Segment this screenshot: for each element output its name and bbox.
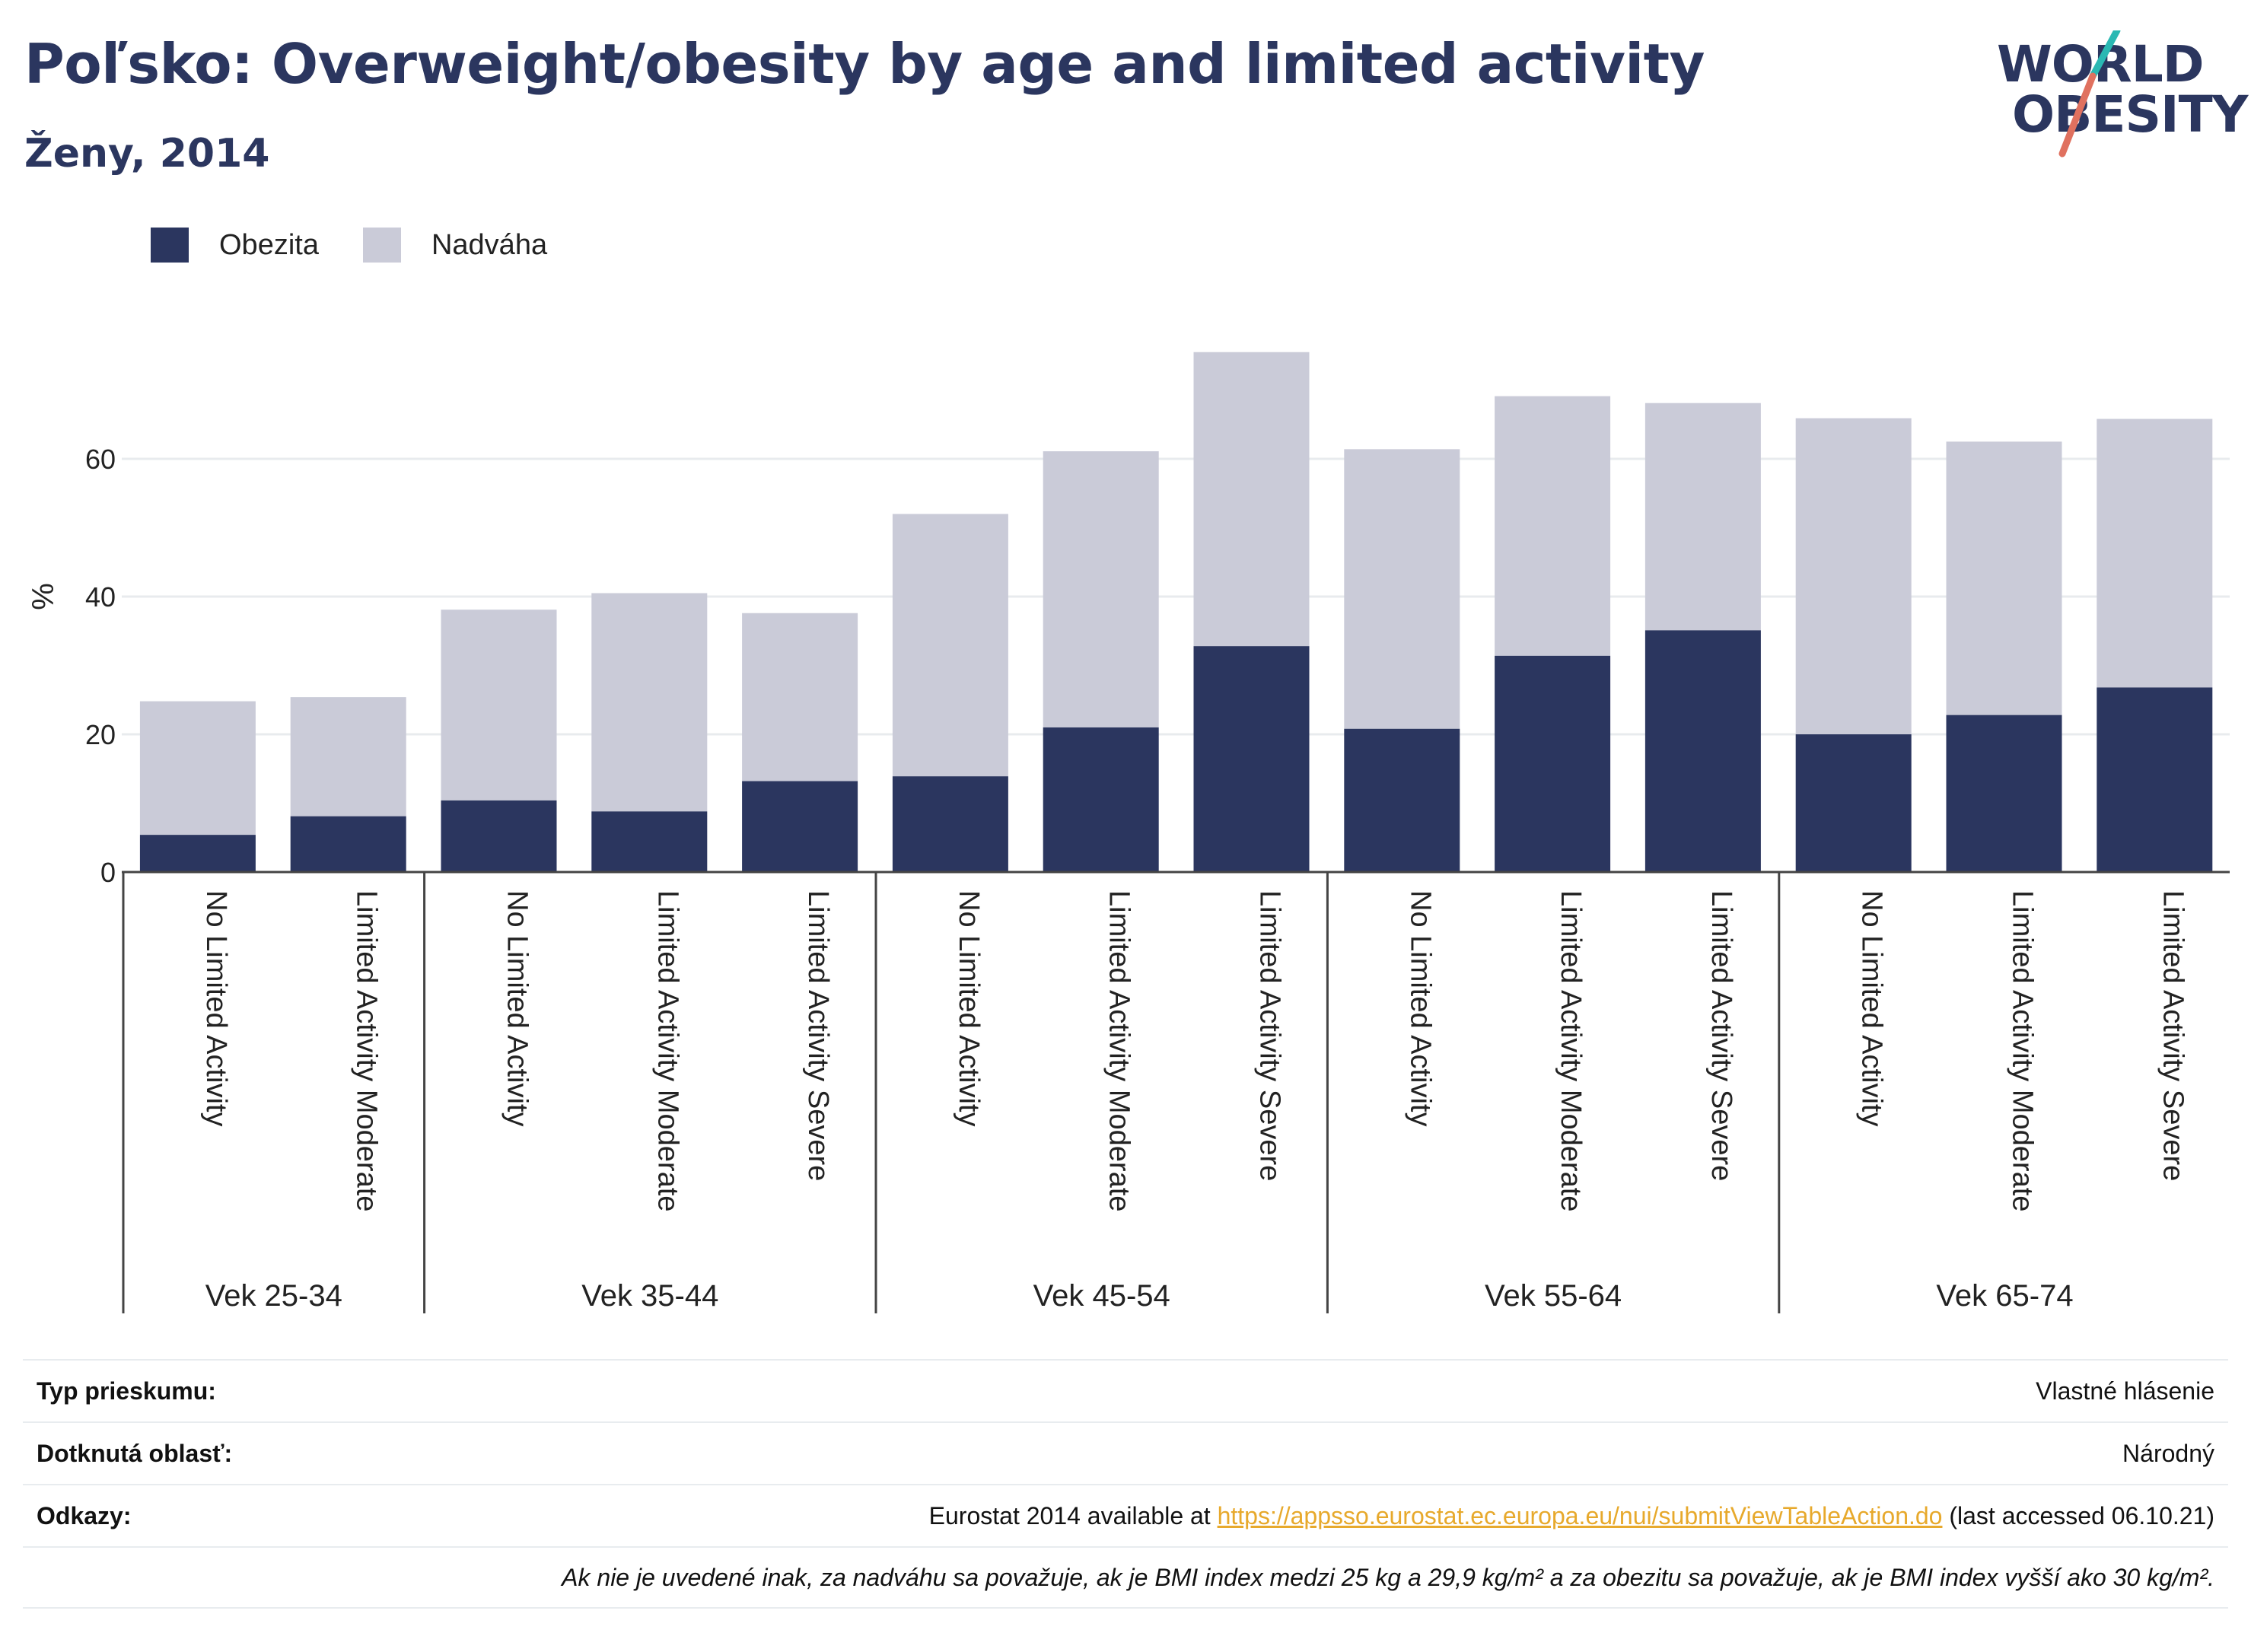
bmi-note: Ak nie je uvedené inak, za nadváhu sa po…: [562, 1563, 2214, 1591]
bar-nadvaha: [742, 613, 858, 781]
category-label: Limited Activity Moderate: [651, 890, 683, 1211]
y-tick-label: 0: [100, 857, 116, 888]
bar-obezita: [892, 776, 1008, 872]
group-label: Vek 35-44: [581, 1279, 718, 1313]
bar-obezita: [290, 816, 406, 872]
category-label: Limited Activity Moderate: [2007, 890, 2039, 1211]
group-label: Vek 55-64: [1485, 1279, 1622, 1313]
references-value: Eurostat 2014 available at https://appss…: [929, 1502, 2214, 1530]
survey-type-row: Typ prieskumu: Vlastné hlásenie: [23, 1359, 2228, 1421]
references-prefix: Eurostat 2014 available at: [928, 1501, 1218, 1529]
bar-obezita: [1795, 734, 1912, 872]
bar-nadvaha: [441, 610, 557, 801]
y-axis-label: %: [27, 583, 60, 610]
legend-item-obezita: Obezita: [151, 228, 319, 263]
bar-obezita: [1193, 646, 1310, 872]
bar-nadvaha: [290, 697, 406, 816]
bar-nadvaha: [892, 514, 1008, 777]
references-row: Odkazy: Eurostat 2014 available at https…: [23, 1484, 2228, 1546]
bar-obezita: [742, 781, 858, 872]
bar-obezita: [1644, 630, 1761, 872]
references-link[interactable]: https://appsso.eurostat.ec.europa.eu/nui…: [1217, 1501, 1943, 1529]
logo-line-2: OBESITY: [2012, 85, 2248, 144]
bar-nadvaha: [139, 701, 256, 836]
area-row: Dotknutá oblasť: Národný: [23, 1421, 2228, 1484]
group-label: Vek 65-74: [1936, 1279, 2073, 1313]
bar-nadvaha: [1193, 352, 1310, 647]
legend-label-nadvaha: Nadváha: [431, 228, 548, 261]
category-label: Limited Activity Severe: [1254, 890, 1286, 1181]
y-tick-label: 20: [85, 719, 116, 750]
bar-nadvaha: [591, 593, 708, 812]
references-label: Odkazy:: [37, 1501, 132, 1529]
category-label: Limited Activity Moderate: [1103, 890, 1135, 1211]
metadata-table: Typ prieskumu: Vlastné hlásenie Dotknutá…: [23, 1359, 2228, 1609]
y-tick-label: 60: [85, 444, 116, 475]
legend-item-nadvaha: Nadváha: [362, 228, 548, 263]
page-subtitle: Ženy, 2014: [24, 131, 270, 177]
category-label: No Limited Activity: [501, 890, 533, 1126]
category-label: Limited Activity Moderate: [1555, 890, 1587, 1211]
legend-label-obezita: Obezita: [219, 228, 319, 261]
bar-obezita: [2097, 687, 2213, 872]
survey-type-value: Vlastné hlásenie: [2036, 1377, 2214, 1405]
area-label: Dotknutá oblasť:: [37, 1439, 233, 1467]
bar-obezita: [139, 835, 256, 872]
bar-obezita: [1043, 727, 1159, 872]
legend-swatch-obezita: [151, 228, 189, 263]
logo-slash-icon: [2058, 30, 2121, 158]
page-title: Poľsko: Overweight/obesity by age and li…: [24, 32, 1705, 96]
group-label: Vek 45-54: [1033, 1279, 1170, 1313]
survey-type-label: Typ prieskumu:: [37, 1377, 216, 1405]
category-label: Limited Activity Severe: [1705, 890, 1737, 1181]
bar-obezita: [591, 811, 708, 872]
bar-nadvaha: [2097, 419, 2213, 688]
category-label: No Limited Activity: [953, 890, 985, 1126]
group-label: Vek 25-34: [205, 1279, 342, 1313]
references-suffix: (last accessed 06.10.21): [1942, 1501, 2214, 1529]
legend-swatch-nadvaha: [362, 228, 401, 263]
bar-nadvaha: [1495, 396, 1611, 656]
category-label: No Limited Activity: [1404, 890, 1436, 1126]
bar-nadvaha: [1946, 441, 2062, 715]
stacked-bar-chart: 0 20 40 60% No Limited Activity Limited Activ…: [27, 352, 2230, 1313]
bar-obezita: [441, 800, 557, 872]
bar-nadvaha: [1644, 403, 1761, 631]
chart-legend: Obezita Nadváha: [151, 225, 591, 265]
y-tick-label: 40: [85, 581, 116, 613]
bar-nadvaha: [1795, 418, 1912, 734]
area-value: Národný: [2122, 1439, 2214, 1467]
bar-obezita: [1946, 715, 2062, 872]
bar-obezita: [1344, 728, 1460, 872]
note-row: Ak nie je uvedené inak, za nadváhu sa po…: [23, 1546, 2228, 1609]
world-obesity-logo: WORLD OBESITY: [1986, 30, 2248, 160]
bar-nadvaha: [1344, 449, 1460, 729]
category-label: Limited Activity Severe: [802, 890, 834, 1181]
category-label: Limited Activity Moderate: [351, 890, 383, 1211]
bar-nadvaha: [1043, 451, 1159, 727]
category-label: No Limited Activity: [1856, 890, 1888, 1126]
category-label: No Limited Activity: [200, 890, 232, 1126]
category-label: Limited Activity Severe: [2157, 890, 2189, 1181]
bar-obezita: [1495, 655, 1611, 872]
